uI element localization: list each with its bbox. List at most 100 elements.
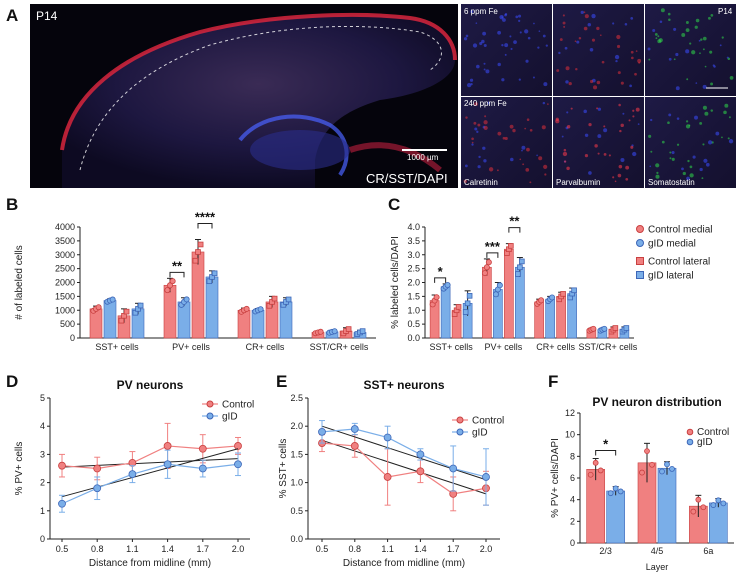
stain-label: CR/SST/DAPI <box>366 171 448 186</box>
micrograph-speck <box>681 33 686 37</box>
micrograph-speck <box>637 123 640 126</box>
micrograph-speck <box>709 50 713 54</box>
series-line <box>321 428 487 478</box>
micrograph-speck <box>668 57 672 61</box>
micrograph-speck <box>566 125 571 129</box>
micrograph-speck <box>475 22 478 24</box>
data-point <box>481 270 488 277</box>
data-point <box>164 287 171 294</box>
y-tick-label: 2 <box>40 478 45 488</box>
micrograph-speck <box>723 110 727 115</box>
micrograph-speck <box>632 109 635 112</box>
micrograph-speck <box>692 155 696 159</box>
age-label: P14 <box>36 9 58 23</box>
micrograph-speck <box>707 16 711 20</box>
data-point <box>519 258 525 265</box>
micrograph-speck <box>483 68 486 71</box>
micrograph-speck <box>476 130 479 133</box>
bar <box>545 298 555 339</box>
micrograph-speck <box>518 14 522 18</box>
micrograph-speck <box>512 128 516 133</box>
data-point <box>482 473 490 481</box>
micrograph-speck <box>661 140 665 144</box>
micrograph-speck <box>484 115 487 118</box>
micrograph-speck <box>698 39 701 42</box>
y-tick-label: 8 <box>570 451 575 461</box>
micrograph-speck <box>671 157 675 161</box>
legend-label: gID lateral <box>648 271 694 282</box>
micrograph-speck <box>702 143 705 146</box>
data-point <box>198 464 207 473</box>
micrograph-speck <box>584 133 589 138</box>
data-point <box>163 442 172 450</box>
micrograph-speck <box>593 85 598 90</box>
micrograph-speck <box>667 12 671 16</box>
micrograph-speck <box>536 154 538 157</box>
micrograph-speck <box>519 158 522 161</box>
y-tick-label: 0.0 <box>290 534 303 544</box>
y-tick-label: 2 <box>570 516 575 526</box>
micrograph-speck <box>612 176 615 179</box>
data-point <box>601 325 608 332</box>
micrograph-speck <box>616 34 621 40</box>
micrograph-speck <box>575 67 578 71</box>
micrograph-speck <box>478 155 481 159</box>
data-point <box>109 296 116 303</box>
micrograph-speck <box>538 156 543 161</box>
micrograph-speck <box>496 169 499 172</box>
data-point <box>464 300 471 307</box>
micrograph-speck <box>699 121 703 125</box>
data-point <box>318 427 326 436</box>
micrograph-speck <box>499 14 504 20</box>
micrograph-speck <box>655 163 660 168</box>
data-point <box>58 499 66 508</box>
micrograph-speck <box>570 107 573 110</box>
x-tick-label: 1.1 <box>381 544 394 554</box>
significance-bracket <box>197 222 213 229</box>
tile-240ppm-somatostatin <box>645 97 736 188</box>
legend-label: Control <box>472 416 504 427</box>
micrograph-speck <box>727 137 730 140</box>
micrograph-speck <box>603 125 606 128</box>
micrograph-speck <box>471 143 474 146</box>
legend-label: gID <box>222 412 238 423</box>
significance-bracket <box>434 277 447 283</box>
micrograph-speck <box>689 165 693 169</box>
micrograph-speck <box>497 30 501 35</box>
micrograph-speck <box>583 26 588 31</box>
data-point <box>345 326 352 332</box>
col-label-somatostatin: Somatostatin <box>648 178 695 187</box>
micrograph-speck <box>624 22 628 26</box>
micrograph-speck <box>502 18 506 22</box>
micrograph-speck <box>519 31 522 34</box>
data-point <box>538 297 545 304</box>
micrograph-speck <box>728 139 734 144</box>
data-point <box>695 496 702 503</box>
chart-title: SST+ neurons <box>363 378 444 392</box>
micrograph-speck <box>705 162 710 167</box>
panel-label-a: A <box>6 6 18 25</box>
micrograph-speck <box>614 54 620 60</box>
micrograph-speck <box>710 109 714 112</box>
micrograph-speck <box>715 131 720 136</box>
data-point <box>166 282 173 289</box>
micrograph-speck <box>712 64 715 67</box>
micrograph-speck <box>483 120 488 125</box>
data-point <box>715 497 722 504</box>
micrograph-speck <box>638 61 641 64</box>
micrograph-speck <box>703 158 708 163</box>
micrograph-speck <box>463 37 468 41</box>
micrograph-speck <box>584 14 589 19</box>
legend-label: Control lateral <box>648 257 710 268</box>
bar <box>534 301 544 339</box>
micrograph-speck <box>556 69 560 72</box>
y-tick-label: 0.5 <box>290 506 303 516</box>
y-tick-label: 1.5 <box>290 449 303 459</box>
micrograph-speck <box>465 116 468 119</box>
micrograph-speck <box>481 39 485 44</box>
micrograph-speck <box>477 123 481 127</box>
micrograph-speck <box>509 124 514 129</box>
micrograph-speck <box>509 35 512 38</box>
